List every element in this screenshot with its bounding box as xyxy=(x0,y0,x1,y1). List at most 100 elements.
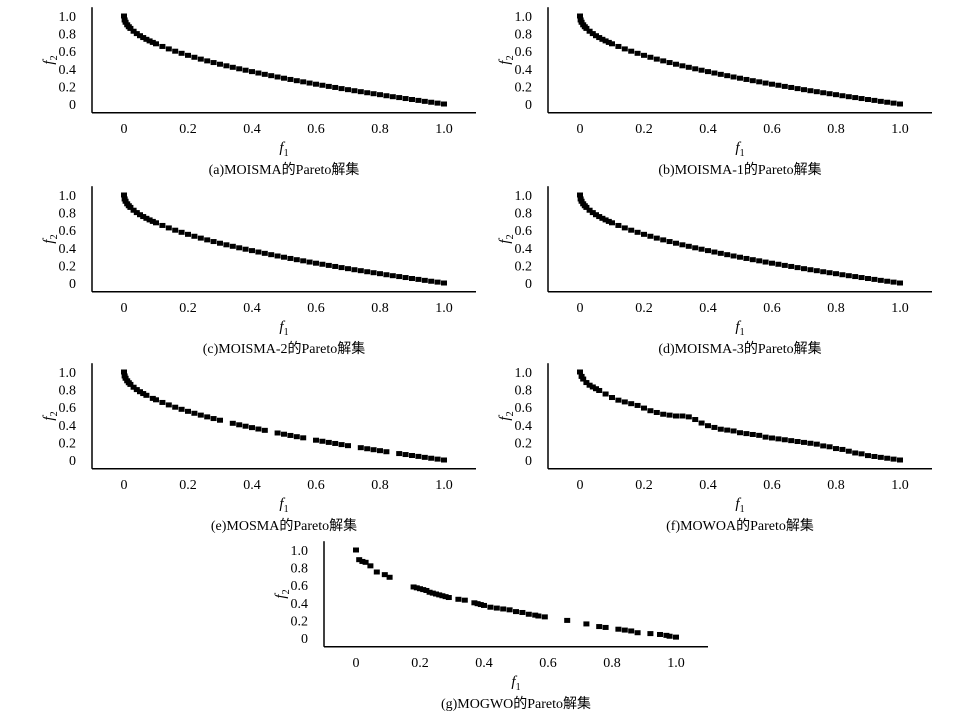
x-axis-label-sub: 1 xyxy=(740,148,745,159)
data-point xyxy=(586,382,593,388)
data-point xyxy=(781,437,788,443)
data-point xyxy=(261,427,268,433)
y-tick-label: 0.6 xyxy=(515,401,533,416)
data-point xyxy=(807,267,814,273)
data-point xyxy=(153,220,159,226)
y-tick-label: 0.4 xyxy=(515,419,533,434)
data-point xyxy=(839,446,846,452)
data-point xyxy=(749,431,756,437)
data-point xyxy=(429,590,436,596)
data-point xyxy=(159,43,166,49)
y-tick-label: 0.2 xyxy=(515,259,533,274)
data-point xyxy=(474,601,481,607)
data-point xyxy=(165,402,172,408)
data-point xyxy=(724,427,731,433)
data-point xyxy=(833,446,839,452)
data-point xyxy=(121,192,127,198)
data-point xyxy=(197,56,204,62)
data-point xyxy=(596,35,603,41)
data-point xyxy=(185,408,191,414)
data-point xyxy=(871,97,878,103)
data-point xyxy=(698,420,705,426)
data-point xyxy=(229,420,236,426)
data-point xyxy=(711,249,718,255)
x-tick-label: 0.8 xyxy=(371,301,389,316)
y-axis-label-main: f xyxy=(273,593,289,599)
data-point xyxy=(319,261,326,267)
x-tick-label: 0.2 xyxy=(635,478,653,493)
data-point xyxy=(191,233,198,239)
data-point xyxy=(415,276,422,282)
y-tick-label: 0.8 xyxy=(59,28,77,43)
subplot-title: (e)MOSMA的Pareto解集 xyxy=(211,517,357,534)
data-point xyxy=(332,84,339,90)
data-point xyxy=(377,271,383,277)
pareto-subplot: 0 0.2 0.4 0.6 0.8 1.000.20.40.60.81.0f1f2(b)M… xyxy=(497,7,932,178)
data-point xyxy=(743,76,750,82)
data-point xyxy=(413,585,420,591)
subplot-title: (f)MOWOA的Pareto解集 xyxy=(666,517,814,534)
data-point xyxy=(396,451,403,457)
x-tick-label: 0 xyxy=(577,122,584,137)
data-point xyxy=(583,25,590,31)
data-point xyxy=(788,263,795,269)
data-point xyxy=(149,39,156,45)
data-point xyxy=(149,218,156,224)
data-point xyxy=(673,413,679,419)
data-point xyxy=(370,270,377,276)
data-point xyxy=(858,275,865,281)
data-point xyxy=(146,217,153,223)
data-point xyxy=(647,233,654,239)
data-point xyxy=(762,434,769,440)
data-point xyxy=(660,58,667,64)
data-point xyxy=(730,253,737,259)
data-point xyxy=(415,453,422,459)
data-point xyxy=(420,587,427,593)
data-point xyxy=(353,547,359,553)
data-point xyxy=(583,380,590,386)
x-tick-label: 0.2 xyxy=(411,656,429,671)
data-point xyxy=(541,614,548,620)
data-point xyxy=(357,445,364,451)
x-tick-label: 0.8 xyxy=(827,478,845,493)
data-point xyxy=(146,38,153,44)
data-point xyxy=(583,204,590,210)
data-point xyxy=(130,28,137,34)
data-point xyxy=(455,596,462,602)
data-point xyxy=(679,242,686,248)
x-tick-label: 0.2 xyxy=(635,301,653,316)
y-axis-label: f2 xyxy=(497,411,516,420)
data-point xyxy=(410,584,417,590)
y-tick-label: 1.0 xyxy=(515,366,533,381)
data-point xyxy=(500,606,507,612)
data-point xyxy=(255,249,262,255)
data-point xyxy=(826,444,833,450)
data-point xyxy=(647,408,654,414)
y-tick-label: 0 xyxy=(69,277,76,292)
data-point xyxy=(210,60,217,66)
data-point xyxy=(602,391,609,397)
data-point xyxy=(762,80,769,86)
data-point xyxy=(781,83,788,89)
data-point xyxy=(852,450,859,456)
data-point xyxy=(897,280,903,286)
data-point xyxy=(409,453,415,459)
data-point xyxy=(140,391,147,397)
data-point xyxy=(338,265,345,271)
data-point xyxy=(357,89,364,95)
data-point xyxy=(621,399,628,405)
x-axis-label-sub: 1 xyxy=(284,148,289,159)
x-axis-label-main: f xyxy=(735,496,741,512)
x-axis-label: f1 xyxy=(735,140,744,159)
data-point xyxy=(762,259,769,265)
data-point xyxy=(357,268,364,274)
data-point xyxy=(434,100,441,106)
data-point xyxy=(621,46,628,52)
data-point xyxy=(593,386,599,392)
data-point xyxy=(306,80,313,86)
data-point xyxy=(641,231,647,237)
data-point xyxy=(306,259,313,265)
data-point xyxy=(692,66,699,72)
x-tick-label: 0 xyxy=(121,478,128,493)
y-tick-label: 0.4 xyxy=(59,242,77,257)
